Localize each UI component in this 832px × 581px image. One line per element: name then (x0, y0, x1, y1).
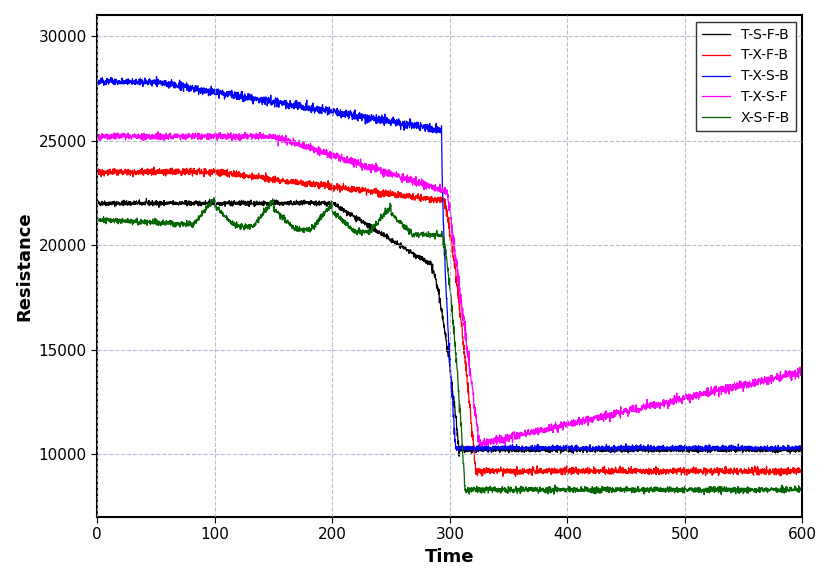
T-X-S-B (215, 89, 225, 96)
X-S-F-B (215, 208, 225, 215)
X-S-F-B (92, 215, 102, 222)
T-X-F-B (394, 194, 404, 201)
X-S-F-B (708, 486, 718, 493)
T-X-F-B (215, 173, 225, 180)
T-S-F-B (454, 453, 464, 460)
T-X-F-B (149, 164, 159, 171)
T-X-S-F (215, 130, 225, 137)
T-X-S-F (708, 386, 718, 393)
Line: X-S-F-B: X-S-F-B (97, 198, 803, 494)
T-X-S-F (363, 165, 373, 172)
T-X-F-B (363, 185, 373, 192)
Legend: T-S-F-B, T-X-F-B, T-X-S-B, T-X-S-F, X-S-F-B: T-S-F-B, T-X-F-B, T-X-S-B, T-X-S-F, X-S-… (696, 22, 795, 131)
X-S-F-B (209, 194, 219, 201)
Line: T-X-S-B: T-X-S-B (97, 77, 803, 453)
T-X-S-B (151, 73, 161, 80)
Line: T-X-F-B: T-X-F-B (97, 167, 803, 476)
T-X-F-B (173, 166, 183, 173)
T-X-S-B (610, 449, 620, 456)
T-S-F-B (798, 447, 808, 454)
T-S-F-B (363, 225, 373, 232)
T-S-F-B (141, 195, 151, 202)
T-X-F-B (92, 171, 102, 178)
X-axis label: Time: Time (425, 548, 474, 566)
T-X-F-B (784, 468, 794, 475)
T-S-F-B (708, 445, 718, 452)
Line: T-X-S-F: T-X-S-F (97, 132, 803, 447)
T-X-S-F (394, 173, 404, 180)
X-S-F-B (363, 228, 373, 235)
T-X-S-B (363, 113, 373, 120)
Y-axis label: Resistance: Resistance (15, 211, 33, 321)
T-X-S-B (92, 80, 102, 87)
T-S-F-B (173, 200, 183, 207)
T-S-F-B (784, 446, 794, 453)
T-X-S-F (476, 443, 486, 450)
T-S-F-B (394, 241, 404, 248)
T-X-S-F (798, 371, 808, 378)
T-X-S-B (708, 443, 718, 450)
T-X-S-B (798, 443, 808, 450)
Line: T-S-F-B: T-S-F-B (97, 199, 803, 456)
T-X-S-B (394, 117, 404, 124)
T-X-S-F (153, 128, 163, 135)
X-S-F-B (394, 217, 404, 224)
T-X-F-B (708, 468, 718, 475)
T-X-S-F (92, 131, 102, 138)
T-X-S-B (173, 83, 183, 89)
T-X-S-F (173, 132, 183, 139)
X-S-F-B (699, 491, 709, 498)
T-S-F-B (215, 199, 225, 206)
T-X-S-F (784, 370, 794, 376)
T-X-F-B (511, 473, 521, 480)
T-X-F-B (798, 469, 808, 476)
X-S-F-B (173, 221, 183, 228)
X-S-F-B (784, 487, 794, 494)
T-X-S-B (784, 444, 794, 451)
X-S-F-B (798, 486, 808, 493)
T-S-F-B (92, 199, 102, 206)
